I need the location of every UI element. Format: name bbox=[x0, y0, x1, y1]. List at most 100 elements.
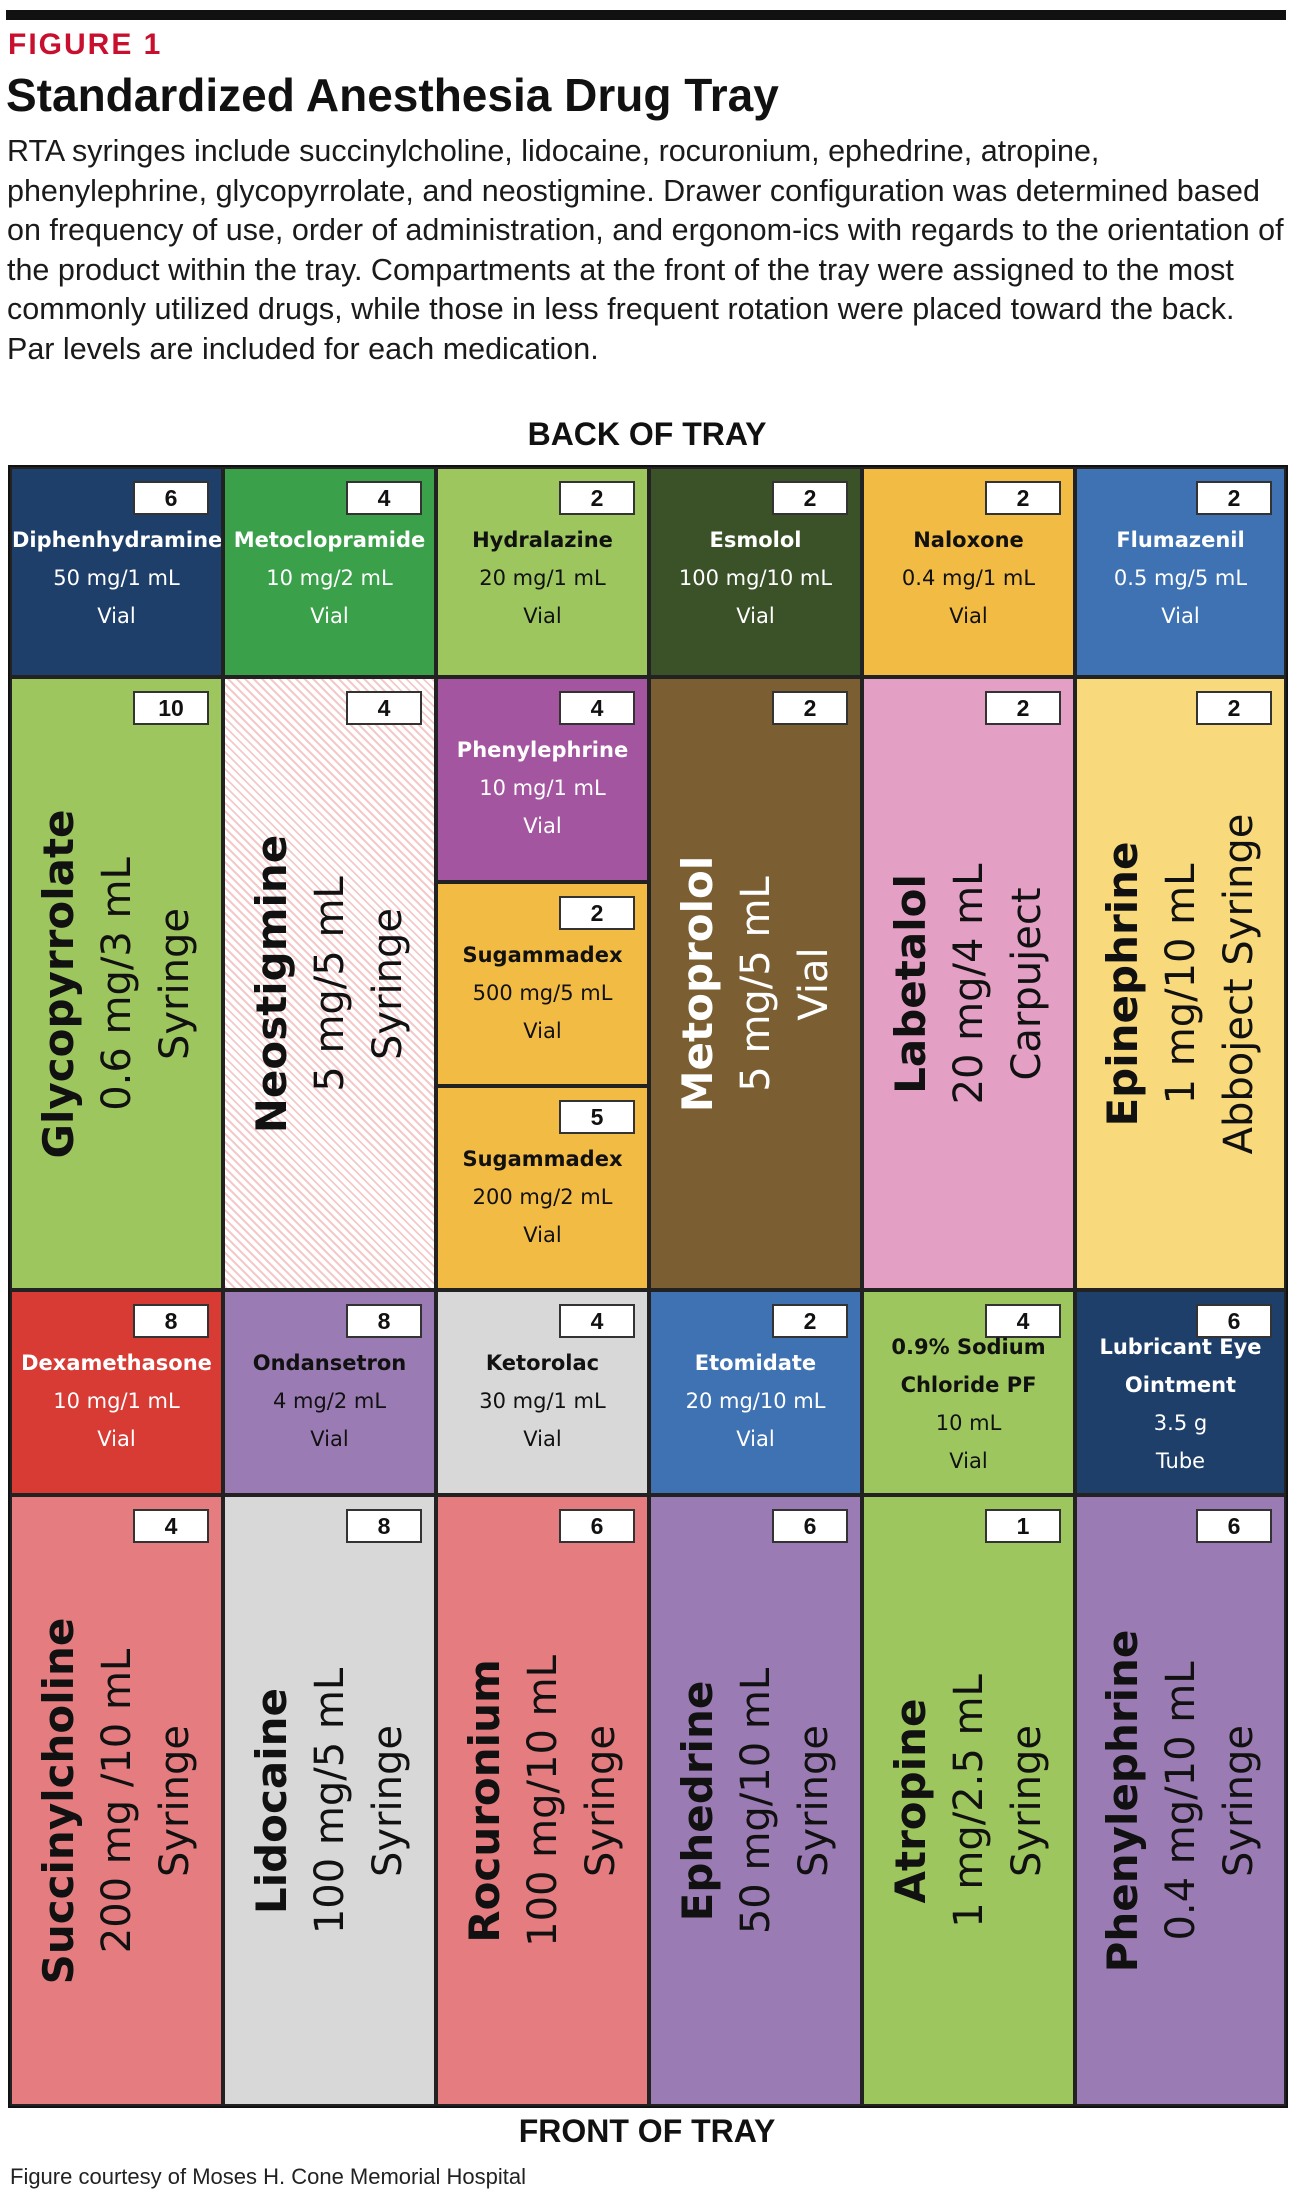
par-level-badge: 8 bbox=[346, 1509, 422, 1543]
compartment-etomidate: 2 Etomidate 20 mg/10 mL Vial bbox=[649, 1290, 862, 1495]
compartment-esmolol: 2 Esmolol 100 mg/10 mL Vial bbox=[649, 467, 862, 677]
par-level-badge: 6 bbox=[559, 1509, 635, 1543]
drug-tray: 6 Diphenhydramine 50 mg/1 mL Vial 4 Metocl… bbox=[8, 465, 1288, 2108]
compartment-ketorolac: 4 Ketorolac 30 mg/1 mL Vial bbox=[436, 1290, 649, 1495]
drug-form: Syringe bbox=[151, 907, 198, 1060]
par-level-badge: 6 bbox=[1196, 1304, 1272, 1338]
compartment-neostigmine: 4 Neostigmine 5 mg/5 mL Syringe bbox=[223, 677, 436, 1290]
par-level-badge: 8 bbox=[346, 1304, 422, 1338]
drug-concentration: 30 mg/1 mL bbox=[479, 1389, 606, 1413]
par-level-badge: 4 bbox=[985, 1304, 1061, 1338]
top-rule bbox=[6, 10, 1286, 20]
drug-form: Syringe bbox=[790, 1724, 837, 1877]
drug-form: Vial bbox=[523, 1223, 562, 1247]
drug-name: Flumazenil bbox=[1116, 528, 1245, 552]
back-of-tray-label: BACK OF TRAY bbox=[527, 416, 767, 452]
drug-name: Succinylcholine bbox=[33, 1617, 83, 1984]
par-level-badge: 10 bbox=[133, 691, 209, 725]
drug-name-line2: Ointment bbox=[1124, 1373, 1237, 1397]
drug-form: Syringe bbox=[1003, 1724, 1050, 1877]
par-level-badge: 6 bbox=[1196, 1509, 1272, 1543]
compartment-glycopyrrolate: 10 Glycopyrrolate 0.6 mg/3 mL Syringe bbox=[10, 677, 223, 1290]
par-level-badge: 2 bbox=[559, 896, 635, 930]
drug-form: Vial bbox=[97, 604, 136, 628]
drug-form: Vial bbox=[523, 814, 562, 838]
drug-concentration: 200 mg /10 mL bbox=[93, 1648, 140, 1953]
drug-form: Vial bbox=[949, 1449, 988, 1473]
drug-name-line2: Chloride PF bbox=[900, 1373, 1037, 1397]
par-level-badge: 4 bbox=[346, 691, 422, 725]
par-level-badge: 2 bbox=[985, 691, 1061, 725]
drug-form: Vial bbox=[523, 1427, 562, 1451]
drug-name: Labetalol bbox=[885, 873, 935, 1094]
compartment-lubricant-eye-ointment: 6 Lubricant Eye Ointment 3.5 g Tube bbox=[1075, 1290, 1286, 1495]
par-level-badge: 2 bbox=[1196, 691, 1272, 725]
drug-form: Vial bbox=[1161, 604, 1200, 628]
par-level-badge: 2 bbox=[772, 691, 848, 725]
compartment-naloxone: 2 Naloxone 0.4 mg/1 mL Vial bbox=[862, 467, 1075, 677]
drug-concentration: 4 mg/2 mL bbox=[272, 1389, 387, 1413]
drug-form: Vial bbox=[523, 1019, 562, 1043]
drug-form: Tube bbox=[1155, 1449, 1206, 1473]
par-level-badge: 4 bbox=[346, 481, 422, 515]
compartment-epinephrine: 2 Epinephrine 1 mg/10 mL Abboject Syringe bbox=[1075, 677, 1286, 1290]
front-of-tray-label: FRONT OF TRAY bbox=[518, 2113, 776, 2149]
drug-name-line1: 0.9% Sodium bbox=[891, 1335, 1046, 1359]
par-level-badge: 6 bbox=[133, 481, 209, 515]
par-level-badge: 2 bbox=[1196, 481, 1272, 515]
compartment-metoclopramide: 4 Metoclopramide 10 mg/2 mL Vial bbox=[223, 467, 436, 677]
compartment-sugammadex-500: 2 Sugammadex 500 mg/5 mL Vial bbox=[436, 882, 649, 1086]
drug-name: Naloxone bbox=[913, 528, 1024, 552]
compartment-sugammadex-200: 5 Sugammadex 200 mg/2 mL Vial bbox=[436, 1086, 649, 1290]
drug-concentration: 100 mg/10 mL bbox=[678, 566, 833, 590]
drug-concentration: 1 mg/2.5 mL bbox=[945, 1673, 992, 1928]
drug-name: Metoclopramide bbox=[233, 528, 426, 552]
drug-form: Vial bbox=[310, 1427, 349, 1451]
drug-concentration: 200 mg/2 mL bbox=[472, 1185, 613, 1209]
drug-name: Lidocaine bbox=[246, 1687, 296, 1914]
par-level-badge: 2 bbox=[985, 481, 1061, 515]
par-level-badge: 1 bbox=[985, 1509, 1061, 1543]
compartment-flumazenil: 2 Flumazenil 0.5 mg/5 mL Vial bbox=[1075, 467, 1286, 677]
par-level-badge: 2 bbox=[772, 1304, 848, 1338]
drug-concentration: 20 mg/1 mL bbox=[479, 566, 606, 590]
compartment-ondansetron: 8 Ondansetron 4 mg/2 mL Vial bbox=[223, 1290, 436, 1495]
drug-concentration: 5 mg/5 mL bbox=[306, 875, 353, 1092]
drug-concentration: 1 mg/10 mL bbox=[1157, 863, 1204, 1104]
drug-concentration: 0.4 mg/1 mL bbox=[901, 566, 1036, 590]
compartment-atropine: 1 Atropine 1 mg/2.5 mL Syringe bbox=[862, 1495, 1075, 2106]
drug-form: Syringe bbox=[151, 1724, 198, 1877]
par-level-badge: 5 bbox=[559, 1100, 635, 1134]
drug-name: Rocuronium bbox=[459, 1658, 509, 1943]
drug-concentration: 500 mg/5 mL bbox=[472, 981, 613, 1005]
drug-form: Syringe bbox=[577, 1724, 624, 1877]
compartment-dexamethasone: 8 Dexamethasone 10 mg/1 mL Vial bbox=[10, 1290, 223, 1495]
drug-form: Abboject Syringe bbox=[1215, 813, 1262, 1154]
figure-label: FIGURE 1 bbox=[8, 28, 163, 61]
drug-name: Etomidate bbox=[694, 1351, 817, 1375]
drug-form: Syringe bbox=[1215, 1724, 1262, 1877]
drug-form: Carpuject bbox=[1003, 886, 1050, 1081]
drug-concentration: 50 mg/1 mL bbox=[53, 566, 180, 590]
drug-concentration: 20 mg/4 mL bbox=[945, 863, 992, 1104]
par-level-badge: 4 bbox=[559, 691, 635, 725]
drug-concentration: 0.6 mg/3 mL bbox=[93, 856, 140, 1111]
drug-form: Vial bbox=[949, 604, 988, 628]
drug-concentration: 5 mg/5 mL bbox=[732, 875, 779, 1092]
drug-form: Vial bbox=[523, 604, 562, 628]
drug-name: Atropine bbox=[885, 1698, 935, 1904]
drug-form: Syringe bbox=[364, 907, 411, 1060]
compartment-lidocaine: 8 Lidocaine 100 mg/5 mL Syringe bbox=[223, 1495, 436, 2106]
drug-name: Ephedrine bbox=[672, 1680, 722, 1921]
drug-name: Dexamethasone bbox=[21, 1351, 212, 1375]
compartment-hydralazine: 2 Hydralazine 20 mg/1 mL Vial bbox=[436, 467, 649, 677]
par-level-badge: 8 bbox=[133, 1304, 209, 1338]
drug-concentration: 10 mg/2 mL bbox=[266, 566, 393, 590]
drug-name: Neostigmine bbox=[246, 834, 296, 1133]
drug-name: Ketorolac bbox=[485, 1351, 600, 1375]
drug-name: Diphenhydramine bbox=[12, 528, 223, 552]
compartment-ephedrine: 6 Ephedrine 50 mg/10 mL Syringe bbox=[649, 1495, 862, 2106]
compartment-phenylephrine-vial: 4 Phenylephrine 10 mg/1 mL Vial bbox=[436, 677, 649, 882]
compartment-metoprolol: 2 Metoprolol 5 mg/5 mL Vial bbox=[649, 677, 862, 1290]
compartment-rocuronium: 6 Rocuronium 100 mg/10 mL Syringe bbox=[436, 1495, 649, 2106]
